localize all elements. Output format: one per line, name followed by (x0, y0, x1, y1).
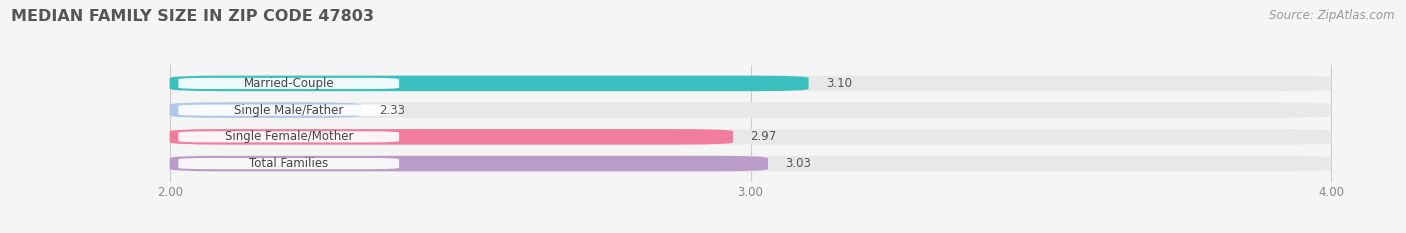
Text: 3.10: 3.10 (827, 77, 852, 90)
FancyBboxPatch shape (179, 78, 399, 89)
FancyBboxPatch shape (179, 158, 399, 169)
FancyBboxPatch shape (170, 76, 808, 91)
Text: Total Families: Total Families (249, 157, 329, 170)
Text: Single Female/Mother: Single Female/Mother (225, 130, 353, 143)
Text: Married-Couple: Married-Couple (243, 77, 335, 90)
Text: Single Male/Father: Single Male/Father (233, 104, 343, 117)
FancyBboxPatch shape (179, 131, 399, 142)
FancyBboxPatch shape (170, 102, 1331, 118)
FancyBboxPatch shape (179, 105, 399, 116)
Text: 2.33: 2.33 (378, 104, 405, 117)
Text: Source: ZipAtlas.com: Source: ZipAtlas.com (1270, 9, 1395, 22)
Text: 3.03: 3.03 (786, 157, 811, 170)
FancyBboxPatch shape (170, 76, 1331, 91)
FancyBboxPatch shape (170, 156, 1331, 171)
FancyBboxPatch shape (170, 129, 1331, 145)
Text: 2.97: 2.97 (751, 130, 776, 143)
FancyBboxPatch shape (170, 102, 361, 118)
Text: MEDIAN FAMILY SIZE IN ZIP CODE 47803: MEDIAN FAMILY SIZE IN ZIP CODE 47803 (11, 9, 374, 24)
FancyBboxPatch shape (170, 129, 733, 145)
FancyBboxPatch shape (170, 156, 768, 171)
